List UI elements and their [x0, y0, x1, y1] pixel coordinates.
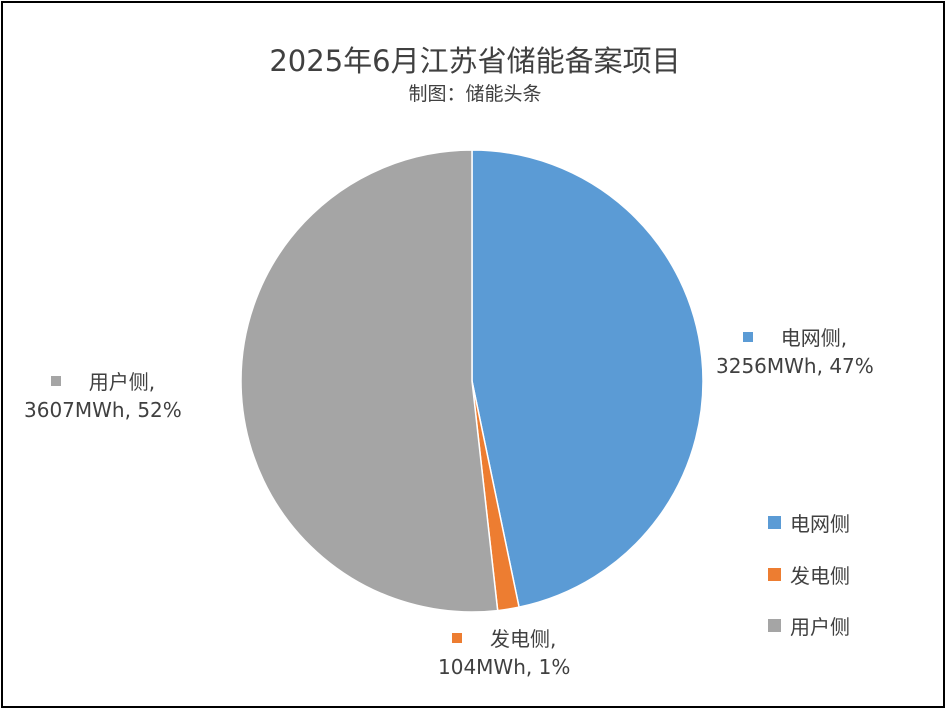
legend-item-user: 用户侧	[768, 611, 850, 640]
legend-item-generation: 发电侧	[768, 560, 850, 589]
data-label-generation-name: 发电侧,	[489, 627, 557, 651]
label-swatch-user	[50, 375, 61, 386]
chart-subtitle: 制图：储能头条	[408, 83, 542, 105]
pie-slice-user	[240, 149, 499, 613]
data-label-generation: 发电侧, 104MWh, 1%	[438, 625, 570, 681]
legend-swatch-user	[768, 619, 781, 632]
data-label-user: 用户侧, 3607MWh, 52%	[24, 368, 182, 424]
data-label-generation-value: 104MWh, 1%	[438, 655, 571, 679]
label-swatch-generation	[451, 632, 462, 643]
legend-label-generation: 发电侧	[790, 564, 850, 588]
data-label-user-value: 3607MWh, 52%	[24, 398, 182, 422]
data-label-grid-name: 电网侧,	[780, 326, 848, 350]
pie-slice-grid	[471, 149, 704, 609]
legend-label-grid: 电网侧	[790, 512, 850, 536]
legend-item-grid: 电网侧	[768, 508, 850, 537]
chart-title: 2025年6月江苏省储能备案项目	[269, 44, 681, 78]
legend-label-user: 用户侧	[790, 615, 850, 639]
data-label-grid-value: 3256MWh, 47%	[716, 354, 874, 378]
label-swatch-grid	[742, 331, 753, 342]
data-label-user-name: 用户侧,	[88, 370, 156, 394]
legend-swatch-generation	[768, 568, 781, 581]
legend-swatch-grid	[768, 516, 781, 529]
data-label-grid: 电网侧, 3256MWh, 47%	[716, 324, 874, 380]
